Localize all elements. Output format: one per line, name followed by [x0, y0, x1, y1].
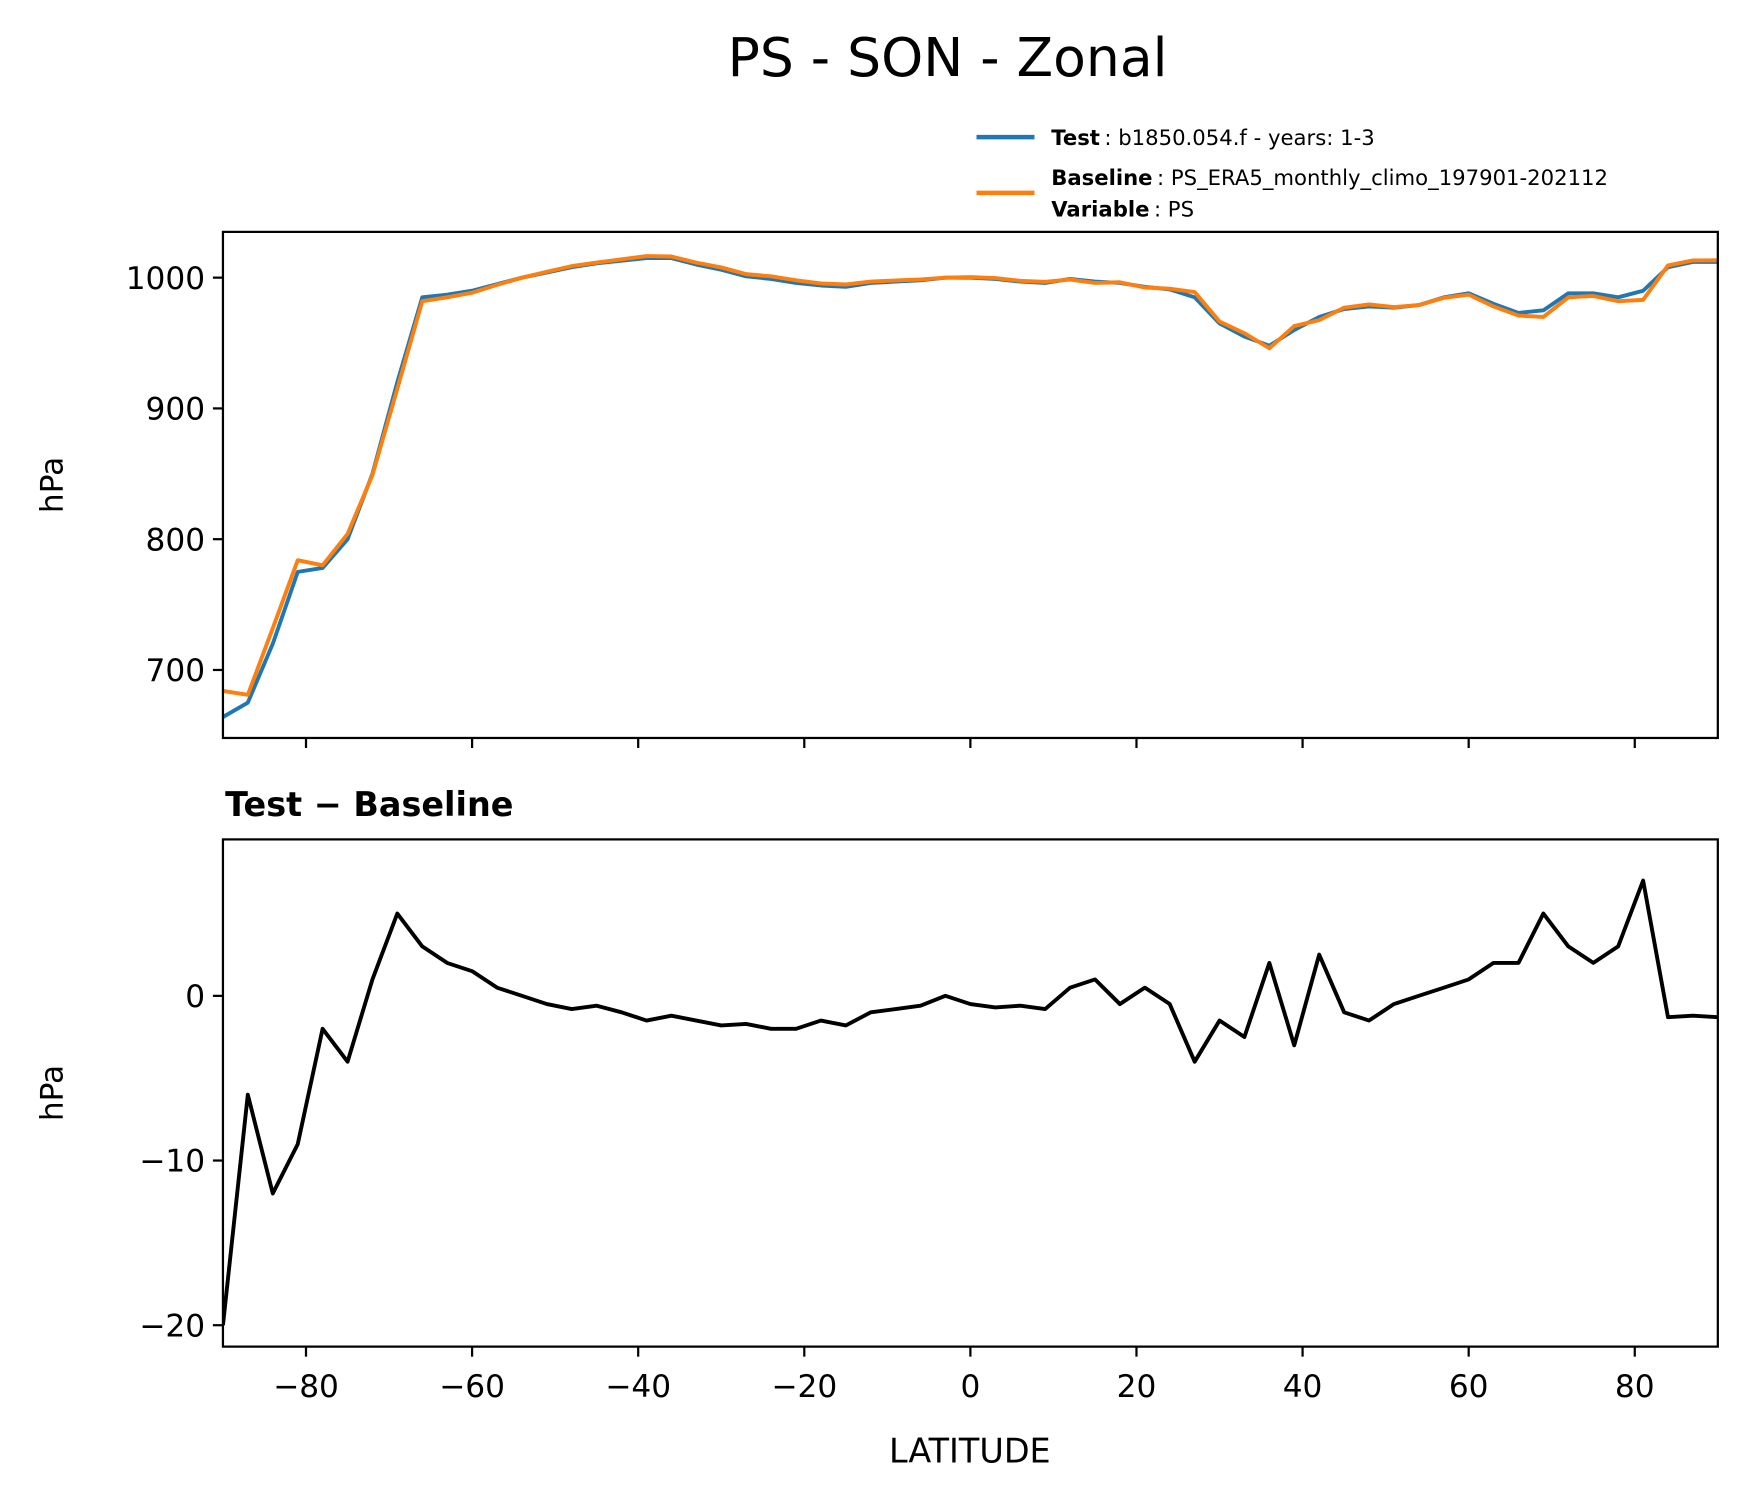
x-tick-label: 60: [1449, 1369, 1489, 1405]
figure-title: PS - SON - Zonal: [728, 26, 1168, 89]
plot-frame: [221, 230, 1719, 740]
y-tick-label: 1000: [126, 261, 205, 297]
legend-note-text: : PS: [1154, 196, 1194, 221]
y-tick-label: 900: [146, 392, 206, 428]
data-line: [222, 254, 1718, 697]
plot-frame: [221, 838, 1719, 1348]
y-tick-label: 0: [185, 979, 205, 1015]
x-tick-label: 0: [960, 1369, 980, 1405]
x-tick-label: −80: [273, 1369, 339, 1405]
y-tick-label: −20: [139, 1308, 205, 1344]
data-line: [222, 256, 1718, 719]
panel-title: Test − Baseline: [225, 785, 513, 824]
y-tick-label: 800: [146, 522, 206, 558]
legend-note: Variable: PS: [1051, 196, 1194, 221]
legend-name: Baseline: [1051, 165, 1152, 190]
legend-note-name: Variable: [1051, 196, 1149, 221]
legend-entry: Baseline: PS_ERA5_monthly_climo_197901-2…: [1051, 165, 1608, 191]
y-axis-label: hPa: [34, 457, 70, 513]
y-axis-label: hPa: [34, 1065, 70, 1121]
legend-description: : b1850.054.f - years: 1-3: [1104, 125, 1374, 150]
legend-name: Test: [1051, 125, 1100, 150]
x-tick-label: −40: [605, 1369, 671, 1405]
y-tick-label: 700: [146, 653, 206, 689]
legend-entry: Test: b1850.054.f - years: 1-3: [1051, 125, 1375, 150]
legend-description: : PS_ERA5_monthly_climo_197901-202112: [1157, 165, 1608, 191]
x-axis-label: LATITUDE: [889, 1432, 1051, 1471]
x-tick-label: 20: [1117, 1369, 1157, 1405]
y-tick-label: −10: [139, 1144, 205, 1180]
x-tick-label: 40: [1283, 1369, 1323, 1405]
x-tick-label: −20: [771, 1369, 837, 1405]
x-tick-label: 80: [1615, 1369, 1655, 1405]
data-line: [222, 878, 1718, 1326]
x-tick-label: −60: [439, 1369, 505, 1405]
